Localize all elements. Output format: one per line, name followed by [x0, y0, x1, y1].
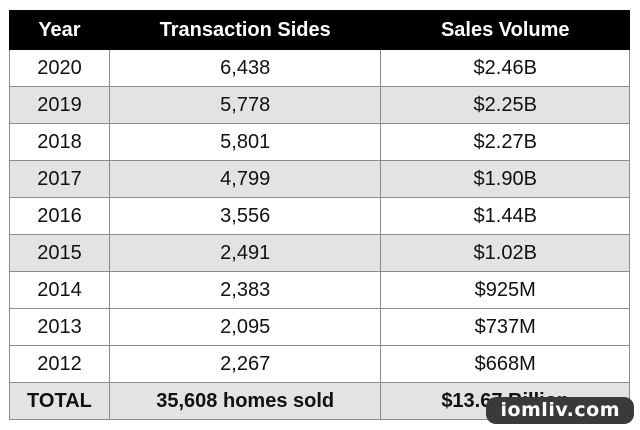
watermark-badge: iomliv.com [486, 397, 634, 424]
header-transaction-sides: Transaction Sides [108, 10, 382, 50]
cell-transaction-sides: 2,383 [108, 271, 382, 309]
cell-sales-volume: $1.44B [380, 197, 630, 235]
table-row: 2018 5,801 $2.27B [9, 123, 630, 161]
table-row: 2017 4,799 $1.90B [9, 160, 630, 198]
cell-transaction-sides: 5,778 [108, 86, 382, 124]
cell-sales-volume: $668M [380, 345, 630, 383]
cell-transaction-sides: 6,438 [108, 49, 382, 87]
total-homes-sold: 35,608 homes sold [108, 382, 382, 420]
cell-transaction-sides: 2,267 [108, 345, 382, 383]
cell-transaction-sides: 3,556 [108, 197, 382, 235]
header-sales-volume: Sales Volume [380, 10, 630, 50]
cell-transaction-sides: 2,095 [108, 308, 382, 346]
cell-year: 2014 [9, 271, 110, 309]
cell-year: 2012 [9, 345, 110, 383]
cell-year: 2020 [9, 49, 110, 87]
table-row: 2019 5,778 $2.25B [9, 86, 630, 124]
table-row: 2016 3,556 $1.44B [9, 197, 630, 235]
table-row: 2014 2,383 $925M [9, 271, 630, 309]
cell-year: 2017 [9, 160, 110, 198]
total-label: TOTAL [9, 382, 110, 420]
cell-sales-volume: $737M [380, 308, 630, 346]
cell-sales-volume: $1.90B [380, 160, 630, 198]
sales-table: Year Transaction Sides Sales Volume 2020… [9, 10, 630, 420]
header-row: Year Transaction Sides Sales Volume [9, 10, 630, 50]
cell-transaction-sides: 2,491 [108, 234, 382, 272]
cell-year: 2016 [9, 197, 110, 235]
cell-sales-volume: $2.27B [380, 123, 630, 161]
cell-year: 2019 [9, 86, 110, 124]
table-row: 2012 2,267 $668M [9, 345, 630, 383]
table-row: 2020 6,438 $2.46B [9, 49, 630, 87]
total-row: TOTAL 35,608 homes sold $13.67 Billion [9, 382, 630, 420]
cell-year: 2015 [9, 234, 110, 272]
cell-year: 2013 [9, 308, 110, 346]
header-year: Year [9, 10, 110, 50]
cell-sales-volume: $1.02B [380, 234, 630, 272]
cell-transaction-sides: 5,801 [108, 123, 382, 161]
cell-sales-volume: $2.25B [380, 86, 630, 124]
cell-sales-volume: $2.46B [380, 49, 630, 87]
cell-year: 2018 [9, 123, 110, 161]
table-row: 2013 2,095 $737M [9, 308, 630, 346]
cell-transaction-sides: 4,799 [108, 160, 382, 198]
cell-sales-volume: $925M [380, 271, 630, 309]
table-row: 2015 2,491 $1.02B [9, 234, 630, 272]
